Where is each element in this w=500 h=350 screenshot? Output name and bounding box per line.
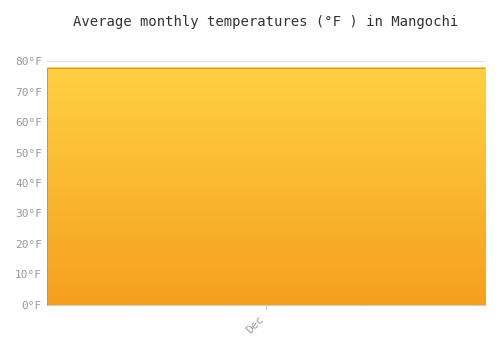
Title: Average monthly temperatures (°F ) in Mangochi: Average monthly temperatures (°F ) in Ma… (74, 15, 458, 29)
Bar (47, 68, 485, 304)
Bar (47, 68, 485, 304)
